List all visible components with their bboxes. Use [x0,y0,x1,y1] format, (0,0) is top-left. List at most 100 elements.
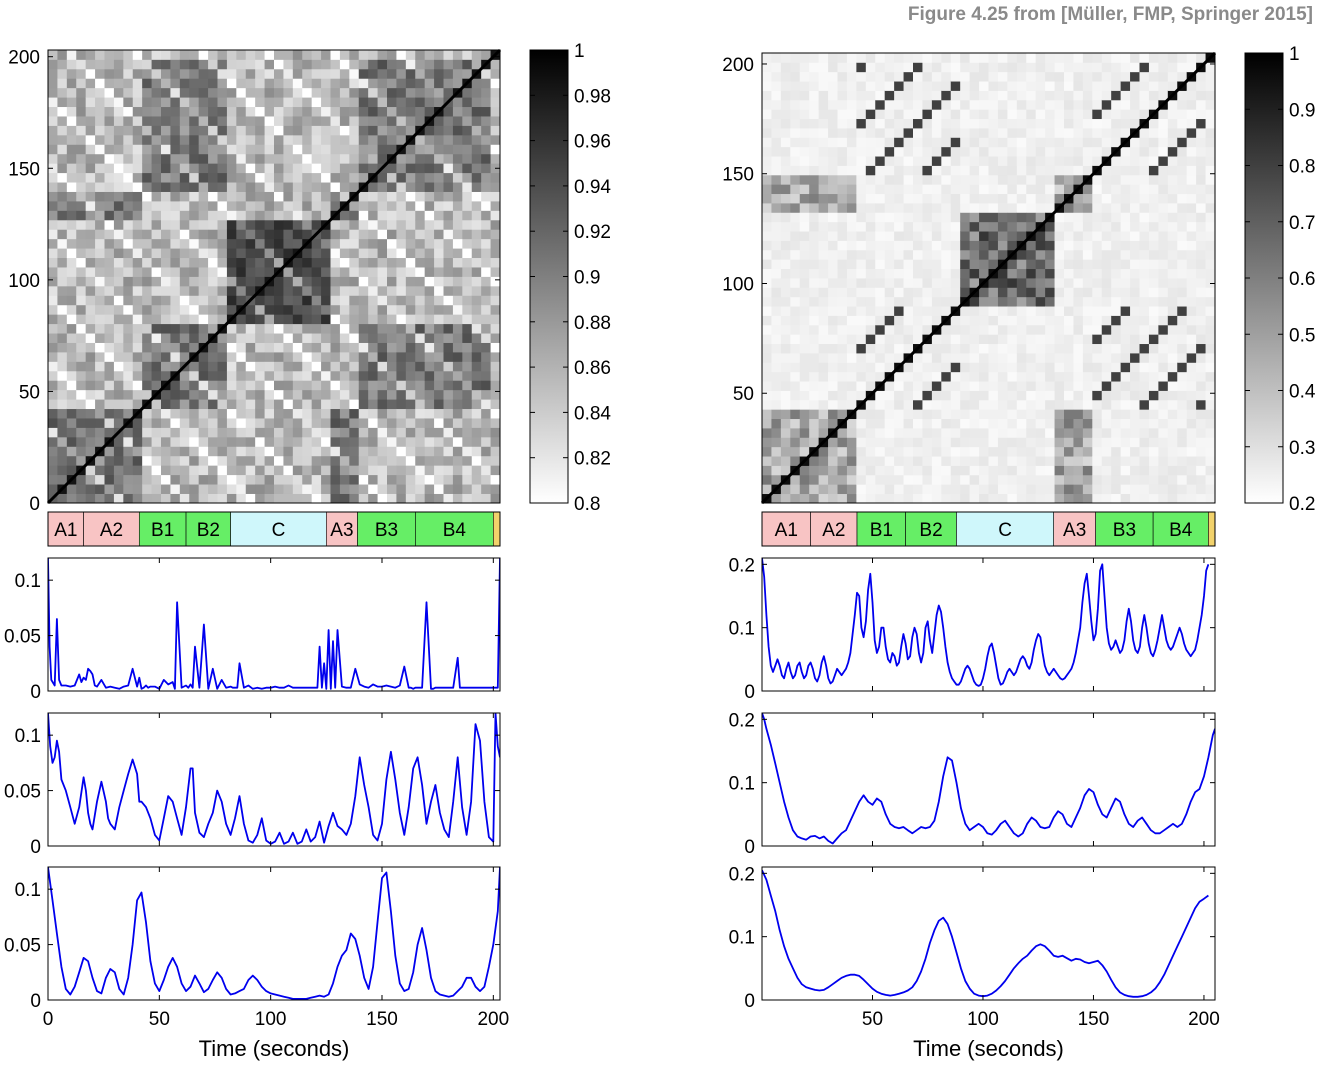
ssm-cell [377,116,388,126]
ssm-cell [884,221,895,232]
ssm-cell [865,109,876,120]
ssm-cell [1148,203,1159,213]
ssm-cell [1064,428,1074,438]
ssm-cell [809,118,820,129]
ssm-cell [161,153,171,164]
ssm-cell [1130,418,1140,429]
ssm-cell [311,172,322,183]
ssm-cell [302,172,313,183]
ssm-cell [481,144,491,155]
ssm-cell [208,342,218,353]
ssm-cell [1139,362,1150,373]
ssm-cell [151,50,162,60]
ssm-cell [66,436,77,447]
ssm-cell [471,352,482,362]
ssm-cell [161,59,171,70]
ssm-cell [960,343,971,354]
ssm-cell [1205,90,1216,101]
ssm-y-tick-label: 200 [722,55,754,76]
ssm-cell [490,352,501,362]
ssm-cell [217,191,228,202]
ssm-cell [1026,259,1037,270]
ssm-cell [875,343,886,354]
ssm-cell [368,182,378,192]
ssm-cell [95,257,105,268]
ssm-cell [292,106,303,117]
ssm-cell [884,343,895,354]
ssm-cell [1158,418,1169,429]
ssm-cell [1035,90,1046,101]
ssm-cell [1158,296,1169,307]
ssm-cell [1186,465,1197,476]
ssm-cell [875,137,886,148]
ssm-cell [1035,231,1046,241]
ssm-cell [368,87,378,98]
ssm-cell [57,97,68,108]
ssm-cell [969,62,980,73]
ssm-cell [95,418,105,428]
ssm-cell [913,324,923,335]
ssm-cell [358,455,369,466]
ssm-cell [481,153,491,164]
ssm-cell [132,59,143,70]
ssm-cell [264,68,275,79]
ssm-cell [790,146,801,157]
ssm-cell [415,427,426,438]
ssm-cell [113,182,124,192]
ssm-cell [368,78,378,89]
ssm-cell [95,144,105,155]
ssm-cell [179,210,190,221]
ssm-cell [189,78,200,89]
ssm-cell [104,427,115,438]
ssm-cell [236,163,247,174]
ssm-cell [208,276,218,287]
ssm-cell [405,474,416,485]
ssm-cell [1196,109,1206,120]
ssm-cell [104,380,115,391]
ssm-cell [405,78,416,89]
ssm-cell [255,436,265,447]
ssm-cell [1177,231,1188,241]
ssm-cell [1035,456,1046,466]
ssm-cell [799,418,810,429]
ssm-cell [358,304,369,315]
ssm-cell [941,484,952,495]
ssm-cell [1167,231,1178,241]
ssm-cell [85,182,96,192]
ssm-cell [217,427,228,438]
ssm-cell [1035,428,1046,438]
ssm-cell [452,427,463,438]
ssm-cell [339,106,350,117]
ssm-cell [1092,184,1103,195]
ssm-cell [950,221,961,232]
ssm-cell [818,474,829,485]
ssm-cell [1045,71,1055,82]
ssm-cell [236,106,247,117]
ssm-cell [113,134,124,145]
ssm-cell [903,146,914,157]
ssm-cell [226,455,237,466]
ssm-cell [988,409,999,420]
ssm-cell [1007,221,1018,232]
ssm-cell [113,68,124,79]
ssm-cell [123,333,134,343]
ssm-cell [490,465,501,476]
ssm-cell [1205,409,1216,420]
ssm-cell [931,146,942,157]
ssm-cell [481,97,491,108]
ssm-cell [462,352,473,362]
ssm-cell [76,106,87,117]
ssm-cell [837,212,848,223]
ssm-cell [142,191,152,202]
ssm-cell [179,106,190,117]
ssm-cell [828,399,838,410]
ssm-cell [292,210,303,221]
ssm-cell [1092,371,1103,382]
ssm-cell [865,465,876,476]
ssm-cell [1205,287,1216,298]
ssm-cell [837,381,848,391]
ssm-cell [969,296,980,307]
ssm-cell [818,81,829,91]
ssm-cell [481,370,491,381]
ssm-cell [799,221,810,232]
